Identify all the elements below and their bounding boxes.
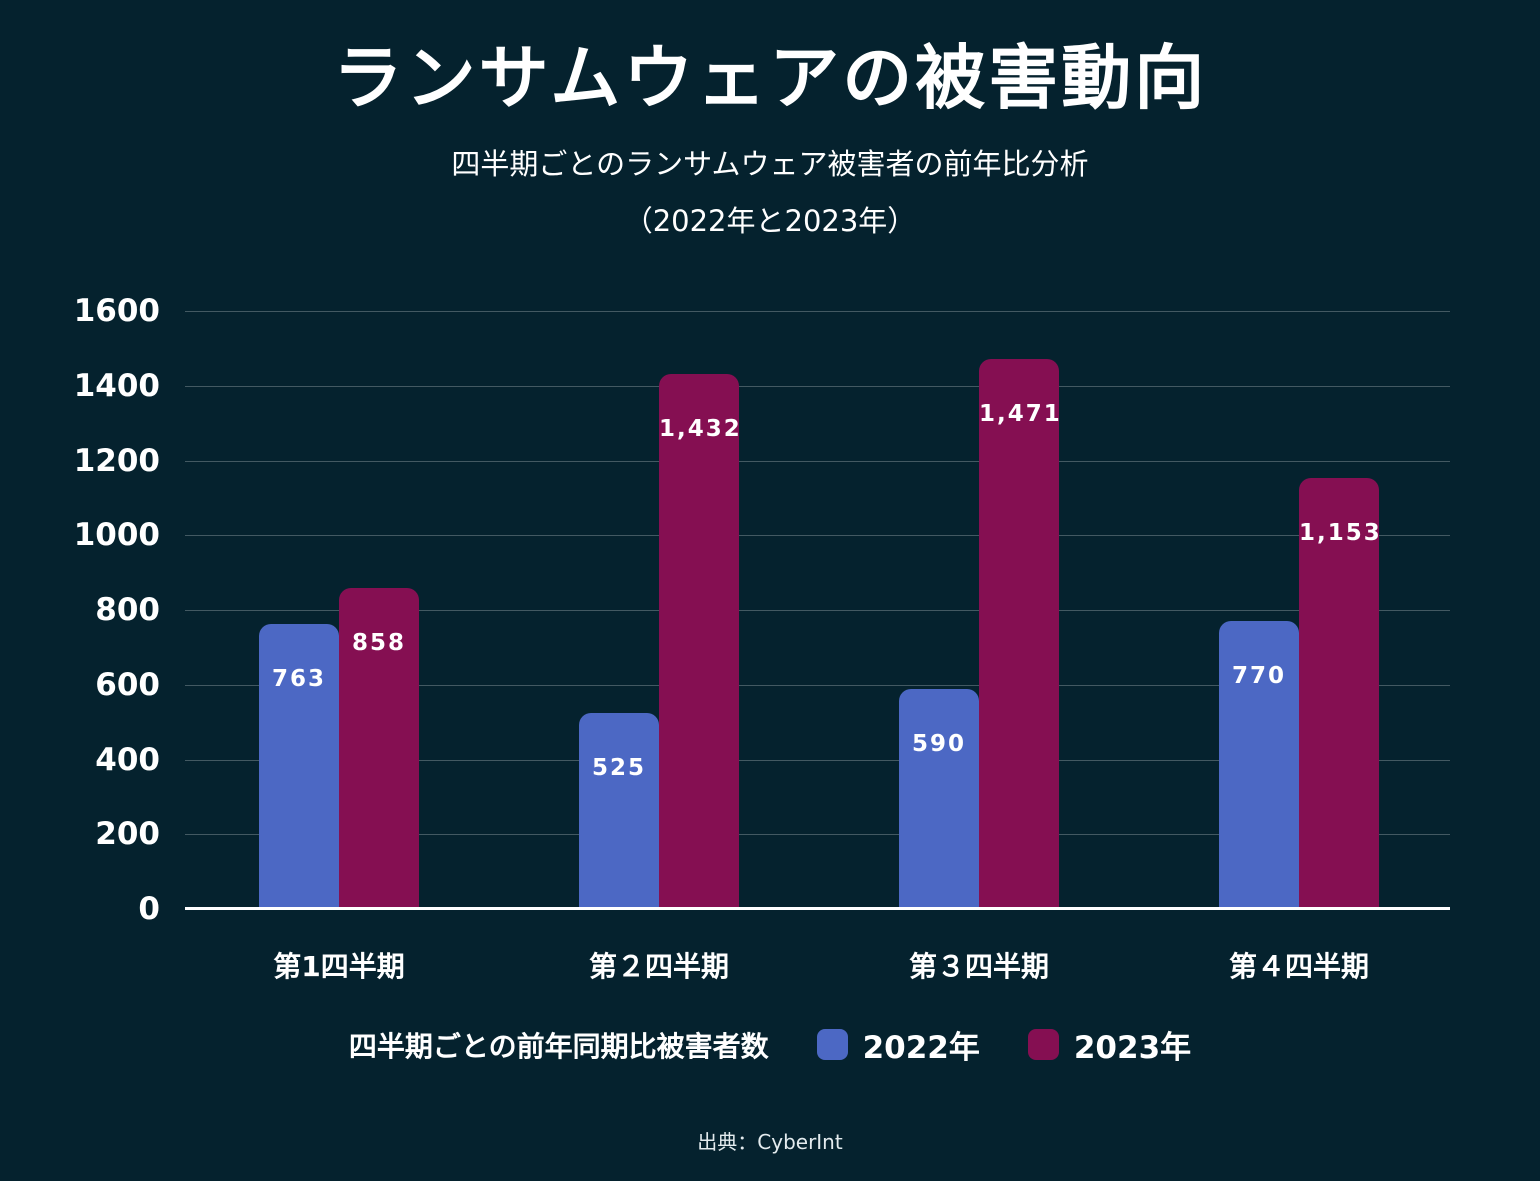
chart-subtitle: 四半期ごとのランサムウェア被害者の前年比分析 （2022年と2023年） xyxy=(0,136,1540,249)
legend-swatch-2023-icon xyxy=(1027,1029,1059,1060)
legend-item-2023: 2023年 xyxy=(1027,1022,1192,1067)
gridline-1200 xyxy=(185,460,1450,462)
gridline-600 xyxy=(185,684,1450,686)
x-axis-label-q2: 第２四半期 xyxy=(588,950,729,983)
gridline-800 xyxy=(185,610,1450,611)
y-axis-tick-200: 200 xyxy=(95,816,160,853)
x-axis-label-q4: 第４四半期 xyxy=(1228,950,1369,983)
gridline-400 xyxy=(185,759,1450,761)
bar-2023年-q2: 1,432 xyxy=(659,373,742,909)
bar-2023年-q1: 858 xyxy=(339,588,419,909)
legend-label: 四半期ごとの前年同期比被害者数 xyxy=(348,1029,769,1063)
legend-swatch-2022-icon xyxy=(816,1029,848,1060)
legend-item-2023-label: 2023年 xyxy=(1073,1030,1192,1066)
gridline-200 xyxy=(185,834,1450,836)
gridline-1600 xyxy=(185,311,1450,312)
bar-chart-plot-area: 0 200 400 600 800 1000 1200 1400 1600 763 858 第1四半期… xyxy=(74,293,1450,983)
legend-item-2022: 2022年 xyxy=(816,1022,980,1067)
y-axis-tick-1600: 1600 xyxy=(73,293,160,329)
y-axis-tick-400: 400 xyxy=(95,741,160,778)
bar-2022年-q2: 525 xyxy=(579,712,659,909)
bar-value-2023年-q4: 1,153 xyxy=(1299,520,1382,547)
x-axis-baseline xyxy=(185,907,1450,910)
page-title: ランサムウェアの被害動向 xyxy=(332,37,1208,119)
legend: 四半期ごとの前年同期比被害者数 2022年 2023年 xyxy=(0,1022,1540,1067)
bar-2023年-q3: 1,471 xyxy=(979,359,1062,909)
y-axis-tick-1200: 1200 xyxy=(73,442,160,479)
bar-2022年-q3: 590 xyxy=(899,688,979,909)
bar-value-2023年-q3: 1,471 xyxy=(979,401,1062,428)
y-axis-tick-800: 800 xyxy=(95,592,160,628)
bar-value-2022年-q4: 770 xyxy=(1231,663,1286,690)
chart-subtitle-line2: （2022年と2023年） xyxy=(623,203,917,238)
x-axis-label-q1: 第1四半期 xyxy=(273,950,405,983)
y-axis-tick-1400: 1400 xyxy=(73,367,160,404)
bar-value-2022年-q3: 590 xyxy=(911,730,966,757)
bar-value-2023年-q1: 858 xyxy=(351,630,406,657)
y-axis-tick-1000: 1000 xyxy=(73,517,160,554)
x-axis-label-q3: 第３四半期 xyxy=(908,950,1049,983)
gridline-1000 xyxy=(185,535,1450,537)
gridline-1400 xyxy=(185,385,1450,387)
y-axis-tick-0: 0 xyxy=(138,891,160,927)
bar-value-2022年-q2: 525 xyxy=(591,754,646,781)
bar-2022年-q4: 770 xyxy=(1219,621,1299,909)
bar-value-2023年-q2: 1,432 xyxy=(659,415,742,442)
source-attribution: 出典：CyberInt xyxy=(697,1130,843,1154)
bar-value-2022年-q1: 763 xyxy=(271,665,326,692)
bar-2023年-q4: 1,153 xyxy=(1299,478,1382,909)
chart-subtitle-line1: 四半期ごとのランサムウェア被害者の前年比分析 xyxy=(451,147,1089,181)
y-axis-tick-600: 600 xyxy=(95,666,160,703)
legend-item-2022-label: 2022年 xyxy=(862,1030,980,1066)
bar-2022年-q1: 763 xyxy=(259,623,339,909)
